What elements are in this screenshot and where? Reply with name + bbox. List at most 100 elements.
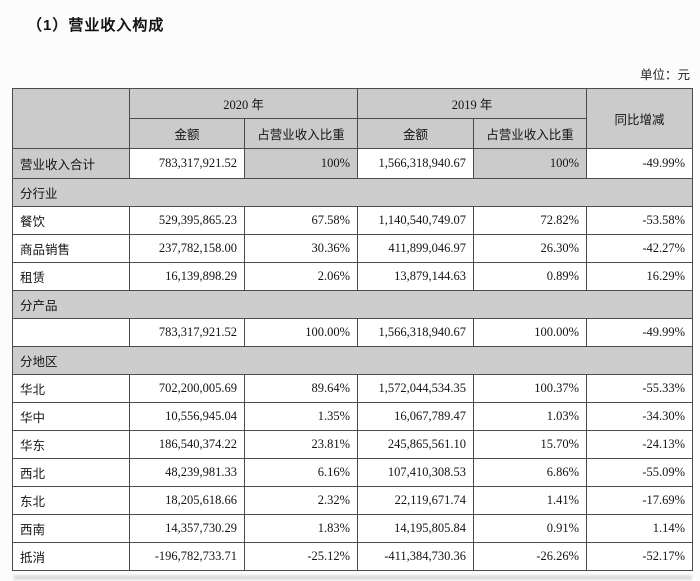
table-row: 餐饮 529,395,865.23 67.58% 1,140,540,749.0… xyxy=(12,206,694,235)
amount-2019-cell: -411,384,730.36 xyxy=(357,542,475,571)
amount-2019-cell: 107,410,308.53 xyxy=(357,458,475,487)
ratio-2020-header: 占营业收入比重 xyxy=(243,118,359,149)
table-header-row-years: 2020 年 2019 年 同比增减 xyxy=(12,88,694,149)
ratio-2019-header: 占营业收入比重 xyxy=(473,118,588,149)
ratio-2020-cell: 23.81% xyxy=(243,430,359,459)
ratio-2020-cell: 89.64% xyxy=(243,374,359,403)
yoy-cell: -24.13% xyxy=(586,430,694,459)
ratio-2020-cell: 2.32% xyxy=(243,486,359,515)
amount-2020-cell: 702,200,005.69 xyxy=(129,374,245,403)
row-label-cell: 餐饮 xyxy=(12,206,130,235)
ratio-2020-cell: 1.83% xyxy=(243,514,359,543)
yoy-cell: -53.58% xyxy=(586,206,694,235)
ratio-2020-cell: 6.16% xyxy=(243,458,359,487)
row-label-cell: 东北 xyxy=(12,486,130,515)
table-row: 东北 18,205,618.66 2.32% 22,119,671.74 1.4… xyxy=(12,486,694,515)
ratio-2019-cell: 1.41% xyxy=(473,486,588,515)
yoy-cell: -42.27% xyxy=(586,234,694,263)
ratio-2020-cell: 67.58% xyxy=(243,206,359,235)
amount-2020-cell: 186,540,374.22 xyxy=(129,430,245,459)
yoy-cell: -55.33% xyxy=(586,374,694,403)
yoy-cell: 1.14% xyxy=(586,514,694,543)
ratio-2019-cell: 26.30% xyxy=(473,234,588,263)
section-title: （1）营业收入构成 xyxy=(27,17,165,34)
amount-2019-cell: 411,899,046.97 xyxy=(357,234,475,263)
yoy-cell: -49.99% xyxy=(586,318,694,347)
table-row-total: 营业收入合计 783,317,921.52 100% 1,566,318,940… xyxy=(12,148,694,179)
row-label-cell: 租赁 xyxy=(12,262,130,291)
amount-2019-cell: 1,566,318,940.67 xyxy=(357,148,475,179)
ratio-2019-cell: 0.91% xyxy=(473,514,588,543)
row-label-cell: 商品销售 xyxy=(12,234,130,263)
ratio-2019-cell: 100.37% xyxy=(473,374,588,403)
amount-2020-cell: 237,782,158.00 xyxy=(129,234,245,263)
ratio-2019-cell: 100% xyxy=(473,148,588,179)
amount-2019-cell: 13,879,144.63 xyxy=(357,262,475,291)
table-header-row-metrics: 金额 占营业收入比重 金额 占营业收入比重 xyxy=(13,118,693,149)
amount-2020-cell: -196,782,733.71 xyxy=(129,542,245,571)
corner-cell xyxy=(12,88,130,149)
amount-2020-cell: 18,205,618.66 xyxy=(129,486,245,515)
amount-2020-cell: 48,239,981.33 xyxy=(129,458,245,487)
table-row: 租赁 16,139,898.29 2.06% 13,879,144.63 0.8… xyxy=(12,262,694,291)
ratio-2019-cell: 15.70% xyxy=(473,430,588,459)
amount-2020-cell: 14,357,730.29 xyxy=(129,514,245,543)
amount-2019-cell: 14,195,805.84 xyxy=(357,514,475,543)
table-row: 西北 48,239,981.33 6.16% 107,410,308.53 6.… xyxy=(12,458,694,487)
table-row: 华中 10,556,945.04 1.35% 16,067,789.47 1.0… xyxy=(12,402,694,431)
amount-2019-cell: 22,119,671.74 xyxy=(357,486,475,515)
amount-2019-cell: 1,572,044,534.35 xyxy=(357,374,475,403)
ratio-2020-cell: 100% xyxy=(243,148,359,179)
ratio-2020-cell: 100.00% xyxy=(243,318,359,347)
ratio-2019-cell: 6.86% xyxy=(473,458,588,487)
amount-2020-cell: 783,317,921.52 xyxy=(129,148,245,179)
amount-2020-cell: 783,317,921.52 xyxy=(129,318,245,347)
yoy-cell: -55.09% xyxy=(586,458,694,487)
yoy-cell: -52.17% xyxy=(586,542,694,571)
amount-2020-cell: 529,395,865.23 xyxy=(129,206,245,235)
amount-2019-header: 金额 xyxy=(357,118,475,149)
row-label-cell: 华中 xyxy=(12,402,130,431)
year-2020-header: 2020 年 xyxy=(128,88,359,119)
amount-2020-header: 金额 xyxy=(129,118,245,149)
amount-2020-cell: 16,139,898.29 xyxy=(129,262,245,291)
yoy-cell: -17.69% xyxy=(586,486,694,515)
ratio-2020-cell: -25.12% xyxy=(243,542,359,571)
table-row: 783,317,921.52 100.00% 1,566,318,940.67 … xyxy=(12,318,694,347)
row-label-cell: 华北 xyxy=(12,374,130,403)
ratio-2019-cell: 1.03% xyxy=(473,402,588,431)
year-2019-header: 2019 年 xyxy=(357,88,588,119)
yoy-cell: -49.99% xyxy=(586,148,694,179)
table-row: 华东 186,540,374.22 23.81% 245,865,561.10 … xyxy=(12,430,694,459)
section-row-industry: 分行业 xyxy=(11,178,694,207)
ratio-2020-cell: 2.06% xyxy=(243,262,359,291)
amount-2019-cell: 1,566,318,940.67 xyxy=(357,318,475,347)
ratio-2019-cell: -26.26% xyxy=(473,542,588,571)
section-label-cell: 分行业 xyxy=(11,178,694,207)
cropped-next-row-edge xyxy=(14,575,692,580)
ratio-2019-cell: 100.00% xyxy=(473,318,588,347)
row-label-cell xyxy=(12,318,130,347)
section-label-cell: 分地区 xyxy=(11,346,694,375)
section-label-cell: 分产品 xyxy=(11,290,694,319)
revenue-composition-table: 2020 年 2019 年 同比增减 金额 占营业收入比重 金额 占营业收入比重… xyxy=(11,88,694,571)
row-label-cell: 华东 xyxy=(12,430,130,459)
yoy-cell: -34.30% xyxy=(586,402,694,431)
amount-2020-cell: 10,556,945.04 xyxy=(129,402,245,431)
row-label-cell: 西南 xyxy=(12,514,130,543)
section-row-region: 分地区 xyxy=(11,346,694,375)
ratio-2019-cell: 0.89% xyxy=(473,262,588,291)
row-label-cell: 营业收入合计 xyxy=(12,148,130,179)
table-row: 华北 702,200,005.69 89.64% 1,572,044,534.3… xyxy=(12,374,694,403)
amount-2019-cell: 245,865,561.10 xyxy=(357,430,475,459)
table-row: 商品销售 237,782,158.00 30.36% 411,899,046.9… xyxy=(12,234,694,263)
section-row-product: 分产品 xyxy=(11,290,694,319)
yoy-header: 同比增减 xyxy=(586,88,694,149)
row-label-cell: 抵消 xyxy=(12,542,130,571)
table-row: 抵消 -196,782,733.71 -25.12% -411,384,730.… xyxy=(12,542,694,571)
amount-2019-cell: 1,140,540,749.07 xyxy=(357,206,475,235)
ratio-2020-cell: 1.35% xyxy=(243,402,359,431)
ratio-2020-cell: 30.36% xyxy=(243,234,359,263)
table-row: 西南 14,357,730.29 1.83% 14,195,805.84 0.9… xyxy=(12,514,694,543)
row-label-cell: 西北 xyxy=(12,458,130,487)
